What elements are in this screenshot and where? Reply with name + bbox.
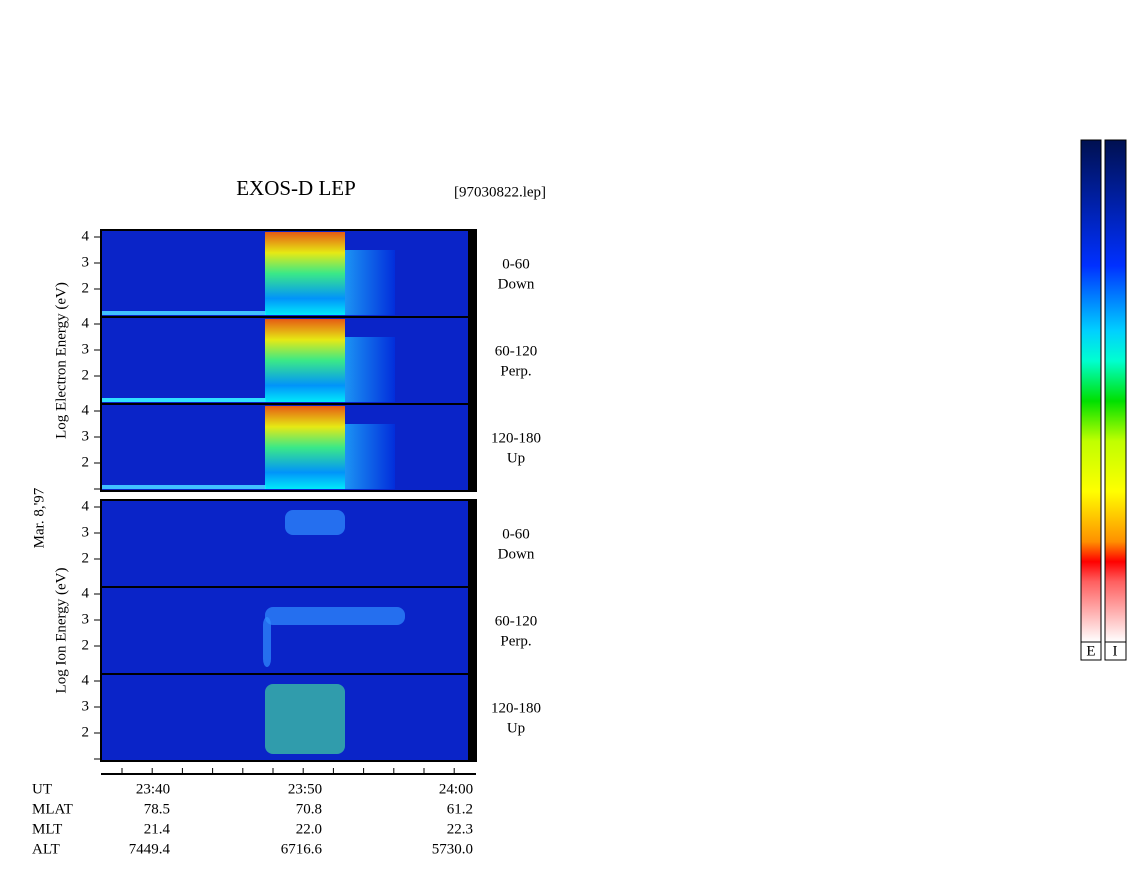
spectrogram-band xyxy=(101,485,266,489)
y-axis-label: Log Ion Energy (eV) xyxy=(53,568,69,694)
panel-label: 0-60 xyxy=(502,256,530,272)
ephemeris-value: 24:00 xyxy=(439,781,473,797)
y-tick-label: 4 xyxy=(82,315,90,331)
y-tick-label: 3 xyxy=(82,428,90,444)
ephemeris-value: 5730.0 xyxy=(432,841,473,857)
spectrogram-burst xyxy=(265,319,345,402)
colorbar-box xyxy=(1104,641,1127,661)
y-tick-label: 2 xyxy=(82,550,90,566)
y-tick-label: 2 xyxy=(82,367,90,383)
ephemeris-name: MLT xyxy=(32,821,62,837)
panel-edge xyxy=(468,587,476,674)
panel-edge xyxy=(468,230,476,317)
spectrogram-burst xyxy=(265,232,345,315)
panel-label: 60-120 xyxy=(495,613,538,629)
y-tick-label: 3 xyxy=(82,254,90,270)
y-tick-label: 2 xyxy=(82,280,90,296)
ephemeris-name: UT xyxy=(32,781,52,797)
date: Mar. 8,'97 xyxy=(31,487,47,548)
ephemeris: UT 23:40 23:50 24:00 MLAT 78.5 70.8 61.2 MLT 21.4… xyxy=(32,781,473,857)
ephemeris-value: 6716.6 xyxy=(281,841,323,857)
group-frame xyxy=(100,229,477,492)
y-tick-label: 2 xyxy=(82,724,90,740)
colorbar-box xyxy=(1080,641,1102,661)
panel-edge xyxy=(468,404,476,491)
panel-label: Down xyxy=(498,546,535,562)
spectrogram-band xyxy=(101,311,266,315)
colorbar-label: I xyxy=(1113,643,1118,659)
y-tick-label: 3 xyxy=(82,698,90,714)
y-tick-label: 4 xyxy=(82,402,90,418)
panel-label: 120-180 xyxy=(491,700,541,716)
colorbar-label: E xyxy=(1086,643,1095,659)
y-tick-label: 2 xyxy=(82,637,90,653)
panel-edge xyxy=(468,500,476,587)
ephemeris-value: 70.8 xyxy=(296,801,322,817)
ephemeris-value: 78.5 xyxy=(144,801,170,817)
y-tick-label: 4 xyxy=(82,228,90,244)
ephemeris-value: 22.0 xyxy=(296,821,322,837)
ephemeris-name: ALT xyxy=(32,841,60,857)
title: EXOS-D LEP xyxy=(236,176,356,200)
ephemeris-value: 7449.4 xyxy=(129,841,171,857)
panel-label: Down xyxy=(498,276,535,292)
y-tick-label: 3 xyxy=(82,611,90,627)
y-tick-label: 3 xyxy=(82,341,90,357)
panel-label: Perp. xyxy=(500,363,531,379)
spectrogram-burst xyxy=(265,406,345,489)
y-tick-label: 4 xyxy=(82,672,90,688)
ephemeris-name: MLAT xyxy=(32,801,73,817)
spectrogram-band xyxy=(101,398,266,402)
panel-label: 120-180 xyxy=(491,430,541,446)
spectrogram-tail xyxy=(345,337,395,402)
ephemeris-value: 22.3 xyxy=(447,821,473,837)
panel-label: Up xyxy=(507,720,525,736)
group-frame xyxy=(100,499,477,762)
spectrogram-blob xyxy=(265,684,345,754)
panel-edge xyxy=(468,674,476,761)
ephemeris-value: 23:40 xyxy=(136,781,170,797)
plots: Log Electron Energy (eV) 4 3 2 0-60 Down 4 3 2 60… xyxy=(53,228,541,774)
y-tick-label: 2 xyxy=(82,454,90,470)
colorbar-i xyxy=(1104,139,1127,643)
panel-label: Perp. xyxy=(500,633,531,649)
panel-label: Up xyxy=(507,450,525,466)
spectrogram-tail xyxy=(345,424,395,489)
spectrogram-tail xyxy=(345,250,395,315)
spectrogram-blob xyxy=(265,607,405,625)
ephemeris-value: 21.4 xyxy=(144,821,171,837)
panel-label: 0-60 xyxy=(502,526,530,542)
y-axis-label: Log Electron Energy (eV) xyxy=(53,282,69,439)
ephemeris-value: 23:50 xyxy=(288,781,322,797)
spectrogram-blob xyxy=(285,510,345,535)
spectrogram-blob xyxy=(263,617,271,667)
colorbar-e xyxy=(1080,139,1102,643)
file-name: [97030822.lep] xyxy=(454,184,546,200)
panel-edge xyxy=(468,317,476,404)
spectrogram-bg xyxy=(101,587,468,674)
spectrogram-bg xyxy=(101,500,468,587)
y-tick-label: 4 xyxy=(82,498,90,514)
y-tick-label: 3 xyxy=(82,524,90,540)
panel-label: 60-120 xyxy=(495,343,538,359)
y-tick-label: 4 xyxy=(82,585,90,601)
ephemeris-value: 61.2 xyxy=(447,801,473,817)
